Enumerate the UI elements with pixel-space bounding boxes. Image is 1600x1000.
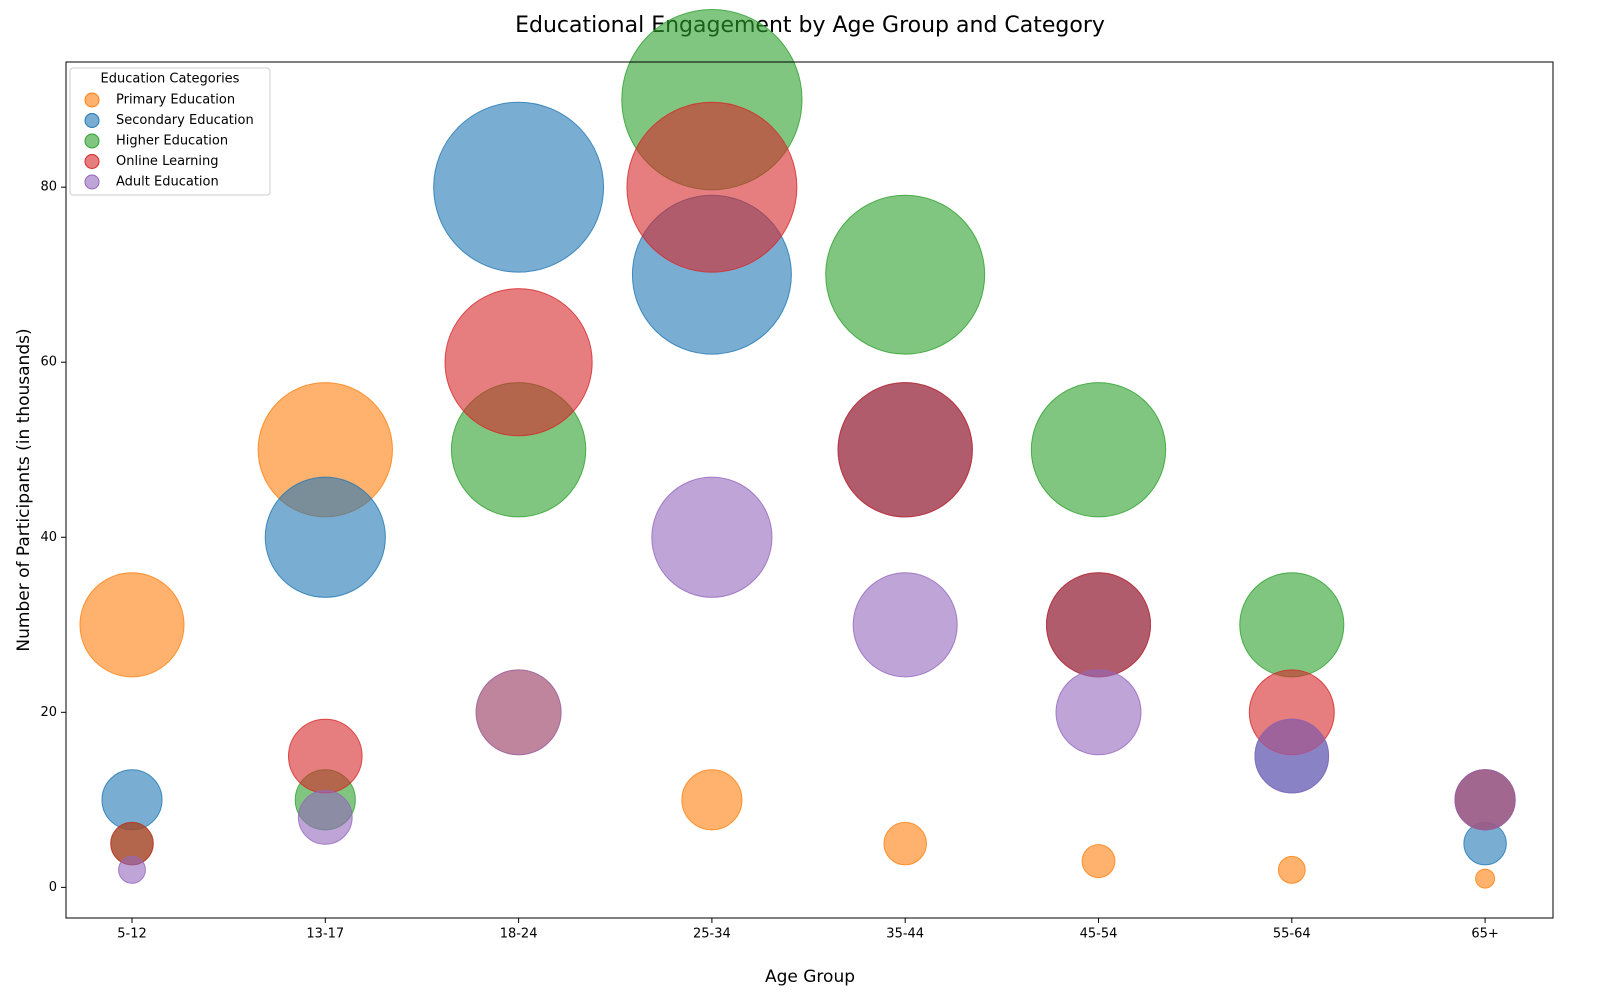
bubble xyxy=(118,855,146,884)
legend-title: Education Categories xyxy=(101,72,240,87)
bubble xyxy=(79,572,185,678)
legend-marker xyxy=(84,92,100,108)
y-tick-label: 40 xyxy=(40,530,57,545)
bubble xyxy=(1277,855,1306,884)
x-tick-label: 45-54 xyxy=(1080,927,1118,942)
legend: Education Categories Primary Education Sec… xyxy=(69,67,271,196)
bubble xyxy=(852,572,958,678)
x-tick-label: 5-12 xyxy=(117,927,147,942)
bubble xyxy=(1055,669,1142,756)
y-tick-label: 20 xyxy=(40,705,57,720)
legend-label: Secondary Education xyxy=(116,113,254,128)
legend-marker xyxy=(84,133,100,149)
legend-box xyxy=(69,67,271,196)
bubble xyxy=(297,789,353,845)
x-axis-label: Age Group xyxy=(765,967,855,987)
bubble xyxy=(837,382,973,518)
bubble xyxy=(475,669,562,756)
legend-label: Higher Education xyxy=(116,134,228,149)
legend-marker xyxy=(84,154,100,169)
bubble xyxy=(681,769,743,831)
y-tick-label: 80 xyxy=(40,180,57,195)
x-tick-label: 55-64 xyxy=(1273,927,1311,942)
x-tick-label: 35-44 xyxy=(886,927,924,942)
bubble xyxy=(288,718,363,794)
bubble xyxy=(626,101,798,273)
bubble xyxy=(1254,718,1330,794)
bubble xyxy=(1030,382,1167,518)
y-tick-label: 60 xyxy=(40,355,57,370)
legend-label: Adult Education xyxy=(116,175,219,190)
bubble xyxy=(101,769,163,831)
chart-title: Educational Engagement by Age Group and … xyxy=(515,13,1105,38)
bubble xyxy=(1239,572,1345,678)
legend-marker xyxy=(84,174,100,190)
x-tick-label: 13-17 xyxy=(306,927,344,942)
x-tick-label: 18-24 xyxy=(500,927,538,942)
y-axis-label: Number of Participants (in thousands) xyxy=(14,328,34,651)
bubble xyxy=(444,288,593,437)
bubble xyxy=(1475,868,1496,889)
bubble xyxy=(1081,844,1116,879)
bubble xyxy=(1045,572,1152,678)
bubble xyxy=(651,476,773,598)
legend-label: Primary Education xyxy=(116,93,235,108)
x-tick-label: 65+ xyxy=(1471,927,1498,942)
bubble xyxy=(433,101,605,273)
legend-label: Online Learning xyxy=(116,154,219,169)
bubble xyxy=(1454,769,1516,831)
x-tick-label: 25-34 xyxy=(693,927,731,942)
y-tick-label: 0 xyxy=(49,880,57,895)
bubble xyxy=(264,476,386,598)
plot-frame xyxy=(65,61,1554,919)
bubble xyxy=(883,821,927,866)
legend-marker xyxy=(84,113,100,128)
bubble xyxy=(825,194,986,355)
